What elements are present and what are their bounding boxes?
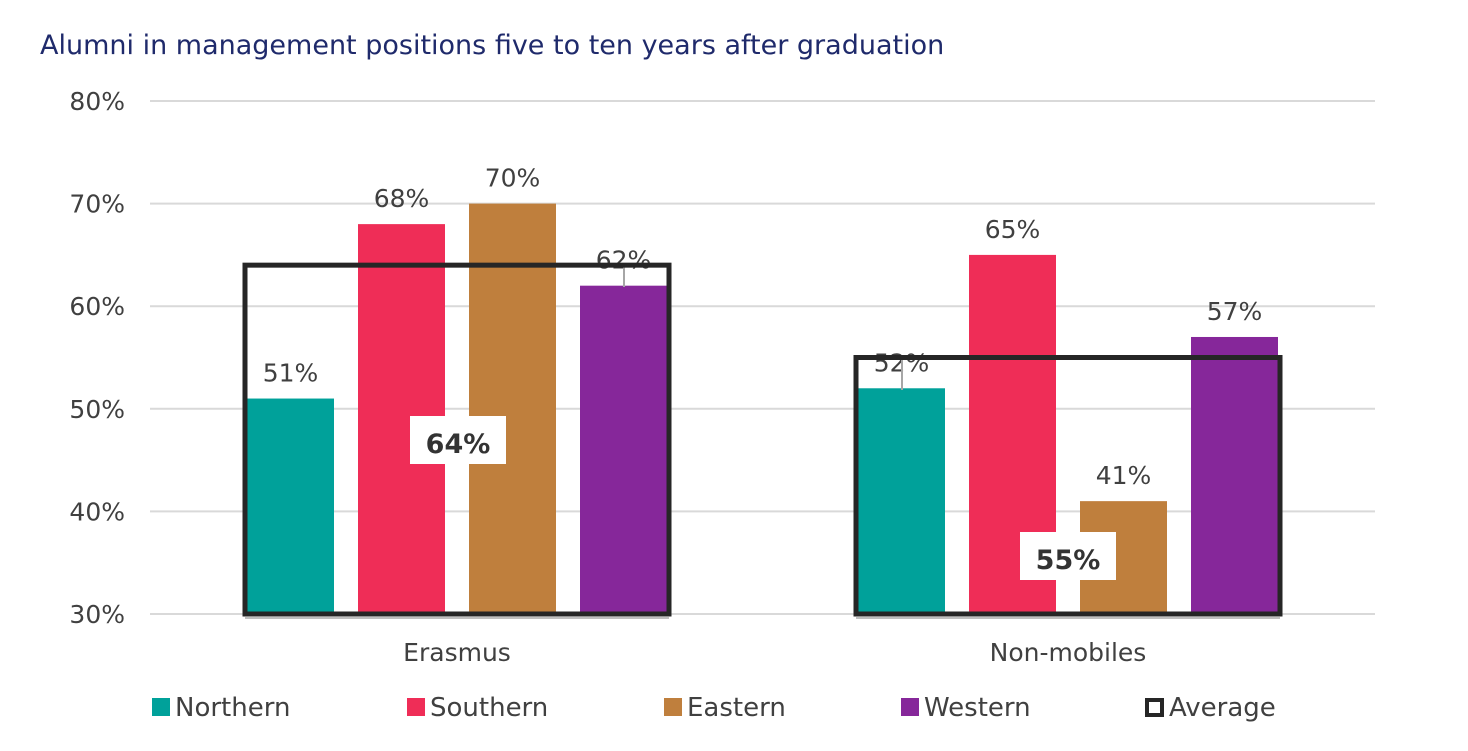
legend: Northern Southern Eastern Western Average [152,693,1276,723]
category-labels: Erasmus Non-mobiles [403,638,1146,667]
legend-swatch-eastern [664,698,682,716]
data-label: 65% [985,215,1041,244]
legend-swatch-northern [152,698,170,716]
legend-swatch-average [1145,698,1164,717]
bar-northern [247,398,334,614]
average-label-bg [410,416,506,464]
bars: 51%68%70%62%52%65%41%57% [247,164,1278,614]
legend-label: Western [924,693,1031,723]
category-label: Erasmus [403,638,511,667]
bar-northern [858,388,945,614]
data-label: 57% [1207,297,1263,326]
legend-swatch-western [901,698,919,716]
y-tick-label: 50% [69,395,125,424]
average-label: 55% [1036,545,1101,576]
bar-eastern [469,203,556,614]
legend-label: Southern [430,693,548,723]
legend-label: Average [1169,693,1276,723]
y-tick-label: 30% [69,600,125,629]
y-axis-ticks: 30% 40% 50% 60% 70% 80% [69,87,125,629]
y-tick-label: 40% [69,497,125,526]
average-box [853,355,1283,617]
chart-title: Alumni in management positions five to t… [40,30,945,61]
average-boxes: 64% 55% [242,262,1283,619]
data-label: 68% [374,184,430,213]
bar-western [1191,336,1278,614]
legend-label: Eastern [687,693,786,723]
data-label: 41% [1096,461,1152,490]
y-tick-label: 80% [69,87,125,116]
legend-label: Northern [175,693,290,723]
data-label: 70% [485,164,541,193]
average-label: 64% [426,429,491,460]
y-tick-label: 60% [69,292,125,321]
y-tick-label: 70% [69,190,125,219]
legend-swatch-southern [407,698,425,716]
data-label: 51% [263,359,319,388]
bar-western [580,285,667,614]
average-box [242,262,672,617]
category-label: Non-mobiles [990,638,1147,667]
average-label-bg [1020,532,1116,580]
